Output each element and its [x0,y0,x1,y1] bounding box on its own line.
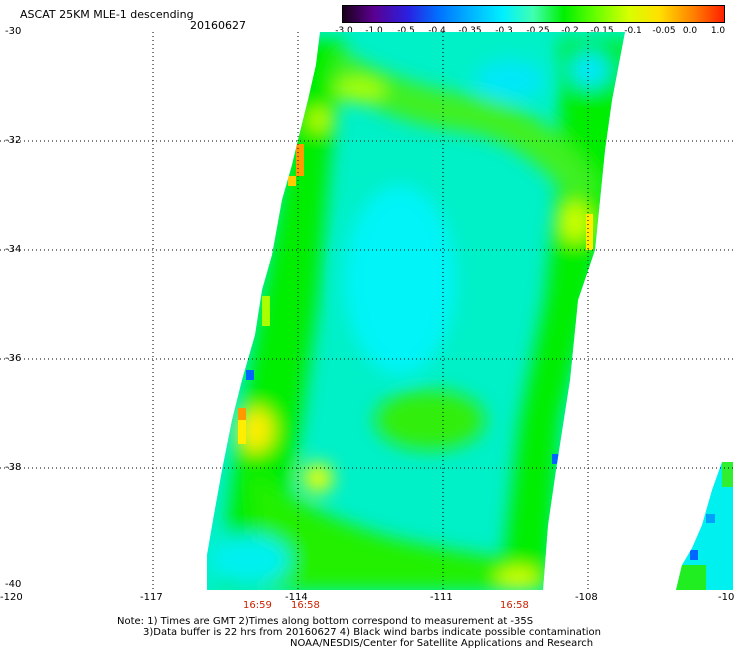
colorbar-label-7: -0.2 [561,26,579,36]
colorbar-label-12: 1.0 [710,26,726,36]
time-label-2: 16:58 [291,600,320,611]
swath-east [676,462,733,590]
colorbar-label-4: -0.35 [458,26,482,36]
lon-label-114: -114 [285,592,308,603]
colorbar-label-0: -3.0 [335,26,353,36]
footer-note-1: Note: 1) Times are GMT 2)Times along bot… [117,616,534,627]
footer-note-2: 3)Data buffer is 22 hrs from 20160627 4)… [143,627,601,638]
colorbar-label-6: -0.25 [526,26,550,36]
colorbar-label-3: -0.4 [428,26,446,36]
lon-label-111: -111 [430,592,453,603]
colorbar-label-1: -1.0 [365,26,383,36]
colorbar-label-2: -0.5 [397,26,415,36]
lat-label-32: -32 [5,135,22,146]
map-grid [0,32,733,590]
lat-label-36: -36 [5,353,22,364]
colorbar-label-8: -0.15 [590,26,614,36]
lon-label-120: -120 [0,592,23,603]
lon-label-108: -108 [575,592,598,603]
colorbar-label-10: -0.05 [652,26,676,36]
time-label-1: 16:59 [243,600,272,611]
colorbar [342,5,725,23]
swath-main [207,32,625,590]
colorbar-label-11: 0.0 [682,26,698,36]
lat-label-30: -30 [5,26,22,37]
lon-label-117: -117 [140,592,163,603]
product-date: 20160627 [190,19,246,32]
lat-label-38: -38 [5,462,22,473]
colorbar-label-5: -0.3 [495,26,513,36]
colorbar-label-9: -0.1 [624,26,642,36]
product-title: ASCAT 25KM MLE-1 descending [20,8,194,21]
colorbar-gradient [343,6,724,22]
lon-label-105: -10 [718,592,735,603]
footer-note-3: NOAA/NESDIS/Center for Satellite Applica… [290,638,594,649]
lat-label-34: -34 [5,244,22,255]
lat-label-40: -40 [5,579,22,590]
time-label-3: 16:58 [500,600,529,611]
